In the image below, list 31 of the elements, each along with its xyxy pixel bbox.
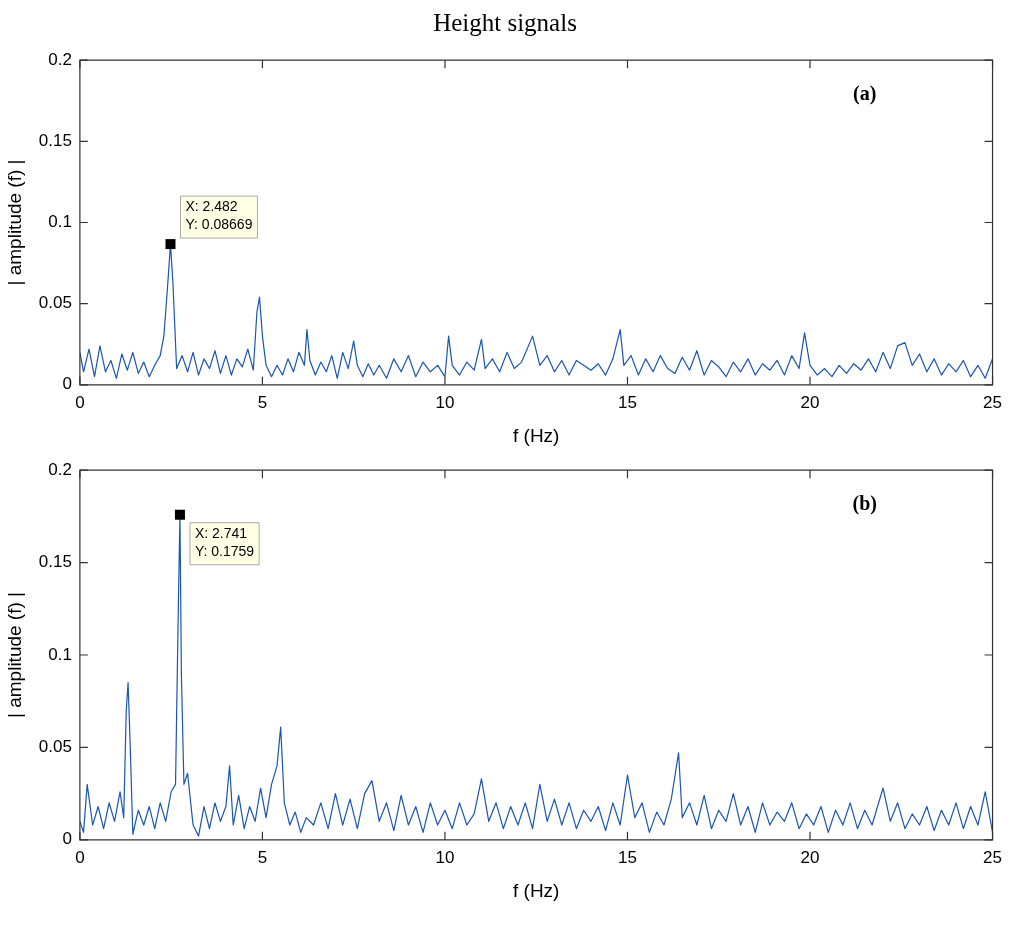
y-tick-label: 0.15	[38, 552, 72, 572]
x-tick-label: 20	[800, 392, 820, 412]
chart-title: Height signals	[432, 8, 578, 38]
annotation: (a)	[853, 82, 877, 106]
y-tick-label: 0.1	[48, 644, 72, 664]
x-tick-label: 5	[257, 392, 268, 412]
x-tick-label: 15	[618, 847, 637, 867]
y-tick-label: 0.05	[38, 737, 72, 757]
x-tick-label: 25	[983, 847, 1003, 867]
x-tick-label: 0	[75, 392, 85, 412]
x-tick-label: 5	[257, 847, 268, 867]
x-tick-label: 10	[435, 847, 455, 867]
annotation: X: 2.482 Y: 0.08669	[185, 197, 253, 232]
y-tick-label: 0.15	[38, 131, 72, 151]
y-tick-label: 0.2	[48, 49, 72, 69]
y-axis-title: | amplitude (f) |	[3, 159, 25, 286]
y-axis-title: | amplitude (f) |	[3, 591, 25, 719]
x-tick-label: 25	[983, 392, 1003, 412]
y-tick-label: 0	[62, 829, 72, 849]
x-axis-title: f (Hz)	[513, 424, 560, 446]
x-tick-label: 10	[435, 392, 455, 412]
y-tick-label: 0.05	[38, 293, 72, 313]
x-axis-title: f (Hz)	[513, 879, 560, 901]
annotation: X: 2.741 Y: 0.1759	[194, 524, 255, 559]
y-tick-label: 0.1	[48, 212, 72, 232]
x-tick-label: 0	[75, 847, 85, 867]
annotation: (b)	[852, 492, 877, 516]
x-tick-label: 20	[800, 847, 820, 867]
y-tick-label: 0.2	[48, 459, 72, 479]
y-tick-label: 0	[62, 374, 72, 394]
x-tick-label: 15	[618, 392, 637, 412]
